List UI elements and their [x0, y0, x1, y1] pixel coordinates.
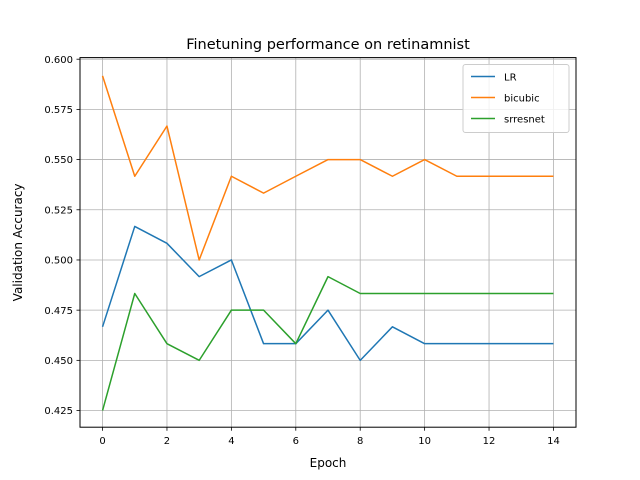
y-tick-label: 0.475 — [44, 306, 73, 317]
legend-box — [462, 64, 570, 133]
x-tick-label: 6 — [293, 436, 299, 447]
legend: LR bicubic srresnet — [462, 64, 570, 133]
y-tick-label: 0.600 — [44, 55, 73, 66]
y-tick-label: 0.550 — [44, 155, 73, 166]
x-tick-label: 2 — [164, 436, 170, 447]
series-line-bicubic — [101, 75, 554, 261]
x-tick-label: 14 — [547, 436, 560, 447]
y-tick-label: 0.525 — [44, 205, 73, 216]
y-tick-label: 0.450 — [44, 356, 73, 367]
x-tick-label: 4 — [228, 436, 234, 447]
y-tick-label: 0.425 — [44, 406, 73, 417]
y-axis-label: Validation Accuracy — [11, 183, 25, 301]
series-line-LR — [101, 225, 554, 362]
chart-title: Finetuning performance on retinamnist — [186, 37, 470, 53]
series-lines — [101, 75, 554, 411]
x-tick-label: 8 — [357, 436, 363, 447]
y-tick-label: 0.500 — [44, 256, 73, 267]
x-tick-label: 0 — [99, 436, 105, 447]
legend-label: bicubic — [504, 94, 540, 105]
legend-label: LR — [504, 73, 517, 84]
legend-label: srresnet — [504, 115, 545, 126]
plot-frame — [79, 57, 577, 428]
x-tick-label: 12 — [483, 436, 496, 447]
y-tick-label: 0.575 — [44, 105, 73, 116]
series-line-srresnet — [101, 275, 554, 411]
x-axis-label: Epoch — [310, 456, 347, 470]
y-axis: 0.425 0.450 0.475 0.500 0.525 0.550 0.575 0.600 — [44, 55, 80, 417]
x-tick-label: 10 — [418, 436, 431, 447]
x-axis: 0 2 4 6 8 10 12 14 — [99, 427, 560, 447]
